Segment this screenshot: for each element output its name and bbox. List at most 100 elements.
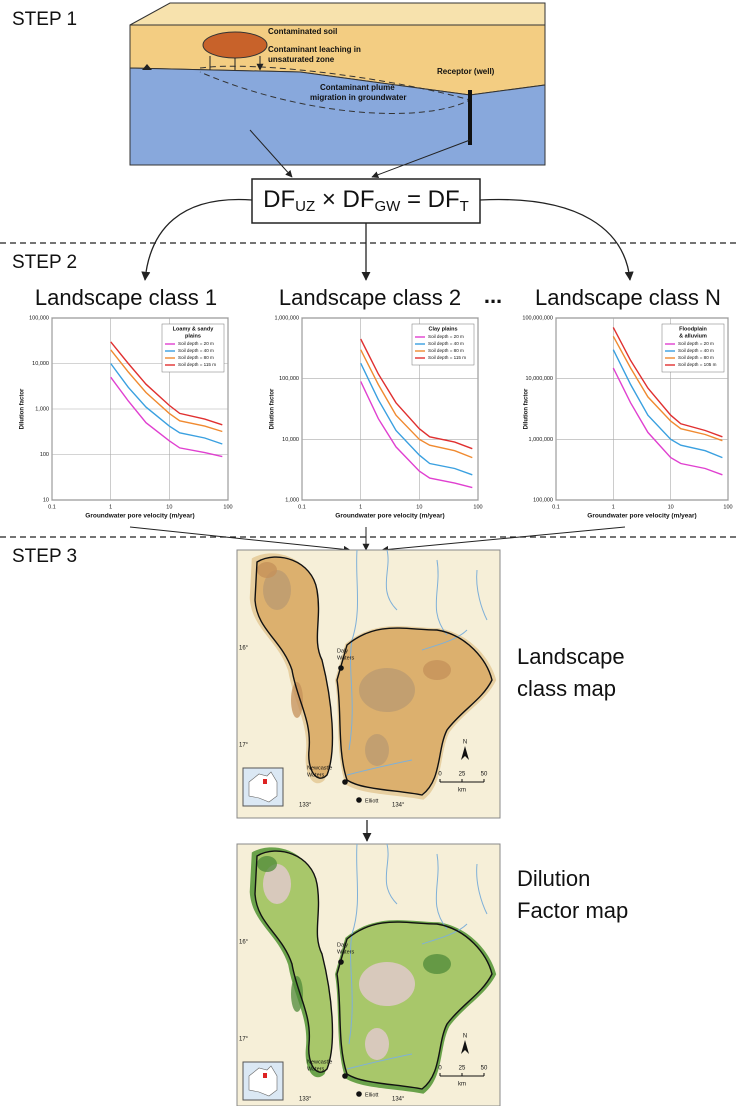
step-label: STEP 1 <box>12 9 77 30</box>
scale-label: 50 <box>481 1066 488 1072</box>
map: 16°17°133°134°DalyWatersNewcastleWatersE… <box>237 844 500 1106</box>
longitude-label: 134° <box>392 803 405 809</box>
land-patch <box>291 976 303 1012</box>
x-tick-label: 0.1 <box>48 504 56 510</box>
land-patch <box>365 734 389 766</box>
legend-label: Soil depth = 105 m <box>678 362 717 367</box>
town-dot <box>342 779 348 785</box>
legend-label: Soil depth = 40 m <box>428 341 464 346</box>
y-axis-label: Dilution factor <box>20 388 26 429</box>
equation-subscript: T <box>460 198 469 215</box>
map-title: Dilution <box>517 866 590 891</box>
y-tick-label: 100,000,000 <box>522 315 553 321</box>
y-tick-label: 1,000,000 <box>275 315 299 321</box>
equation-term: DF <box>263 186 295 213</box>
x-tick-label: 1 <box>109 504 112 510</box>
class-heading: Landscape class 1 <box>35 285 217 310</box>
legend-label: Soil depth = 80 m <box>678 355 714 360</box>
longitude-label: 133° <box>299 803 312 809</box>
arrow <box>130 527 350 550</box>
longitude-label: 133° <box>299 1097 312 1103</box>
town-label: Daly <box>337 648 348 654</box>
legend-label: Soil depth = 80 m <box>178 355 214 360</box>
town-label: Elliott <box>365 1092 379 1098</box>
town-dot <box>342 1073 348 1079</box>
x-tick-label: 1 <box>612 504 615 510</box>
ellipsis: ... <box>484 283 502 308</box>
label: Contaminated soil <box>268 27 337 36</box>
map-title: Landscape <box>517 644 625 669</box>
town-label: Waters <box>337 949 354 955</box>
class-heading: Landscape class N <box>535 285 721 310</box>
scale-unit: km <box>458 1082 466 1088</box>
scale-unit: km <box>458 788 466 794</box>
north-label: N <box>463 740 467 746</box>
y-tick-label: 10,000 <box>282 437 299 443</box>
x-axis-label: Groundwater pore velocity (m/year) <box>587 513 696 520</box>
town-dot <box>338 959 344 965</box>
land-patch <box>257 562 277 578</box>
x-tick-label: 100 <box>473 504 482 510</box>
latitude-label: 16° <box>239 940 249 946</box>
y-tick-label: 10,000 <box>32 361 49 367</box>
land-patch <box>423 660 451 680</box>
x-tick-label: 10 <box>416 504 422 510</box>
equation-term: = DF <box>400 186 459 213</box>
scale-label: 25 <box>459 1066 466 1072</box>
x-tick-label: 1 <box>359 504 362 510</box>
map: 16°17°133°134°DalyWatersNewcastleWatersE… <box>237 550 500 818</box>
y-tick-label: 10 <box>43 497 49 503</box>
town-label: Waters <box>307 772 324 778</box>
longitude-label: 134° <box>392 1097 405 1103</box>
y-tick-label: 10,000,000 <box>525 376 553 382</box>
land-patch <box>359 962 415 1006</box>
land-patch <box>423 954 451 974</box>
x-tick-label: 0.1 <box>298 504 306 510</box>
land-patch <box>365 1028 389 1060</box>
legend-label: Soil depth = 40 m <box>678 348 714 353</box>
label: migration in groundwater <box>310 93 406 102</box>
x-tick-label: 10 <box>668 504 674 510</box>
arrow <box>480 200 630 280</box>
latitude-label: 17° <box>239 1037 249 1043</box>
land-patch <box>291 682 303 718</box>
town-label: Elliott <box>365 798 379 804</box>
legend-title: Clay plains <box>428 326 457 332</box>
map-title: Factor map <box>517 898 628 923</box>
x-tick-label: 0.1 <box>552 504 560 510</box>
schematic: Contaminated soil Contaminant leaching i… <box>130 3 545 165</box>
legend-label: Soil depth = 40 m <box>178 348 214 353</box>
y-tick-label: 100,000 <box>29 315 49 321</box>
y-tick-label: 1,000 <box>285 497 299 503</box>
diagram: STEP 1 STEP 2 STEP 3 Contaminated soil C… <box>0 0 739 1106</box>
equation-subscript: GW <box>375 198 402 215</box>
legend-label: Soil depth = 80 m <box>428 348 464 353</box>
equation-subscript: UZ <box>295 198 315 215</box>
scale-label: 25 <box>459 772 466 778</box>
y-axis-label: Dilution factor <box>524 388 530 429</box>
latitude-label: 17° <box>239 743 249 749</box>
inset-marker <box>263 1073 267 1078</box>
page: Dilution factor workflow {"step1": {"lab… <box>0 0 739 1106</box>
map-title: class map <box>517 676 616 701</box>
x-tick-label: 100 <box>223 504 232 510</box>
town-dot <box>356 1091 362 1097</box>
y-tick-label: 100,000 <box>533 497 553 503</box>
arrow <box>382 527 625 550</box>
town-label: Newcastle <box>307 1059 332 1065</box>
equation-term: × DF <box>315 186 374 213</box>
equation: DFUZ × DFGW = DFT <box>263 186 469 215</box>
arrow <box>145 200 252 280</box>
y-tick-label: 1,000,000 <box>529 437 553 443</box>
scale-label: 50 <box>481 772 488 778</box>
body: STEP 1 STEP 2 STEP 3 Contaminated soil C… <box>0 0 739 1106</box>
town-dot <box>356 797 362 803</box>
town-label: Waters <box>307 1066 324 1072</box>
x-axis-label: Groundwater pore velocity (m/year) <box>85 513 194 520</box>
land-patch <box>359 668 415 712</box>
label: Contaminant leaching in <box>268 45 361 54</box>
town-label: Newcastle <box>307 765 332 771</box>
x-axis-label: Groundwater pore velocity (m/year) <box>335 513 444 520</box>
town-dot <box>338 665 344 671</box>
legend-label: Soil depth = 115 m <box>428 355 466 360</box>
